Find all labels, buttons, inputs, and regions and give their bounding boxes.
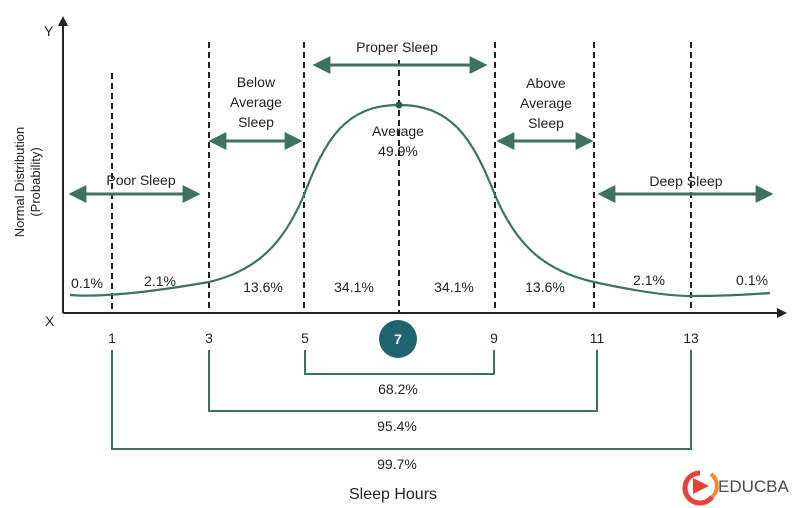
play-logo-icon [682, 470, 719, 506]
segment-pct: 13.6% [525, 279, 565, 295]
tick-label: 11 [590, 330, 605, 346]
interval-brackets [111, 350, 692, 450]
peak-marker [395, 101, 403, 109]
segment-pct: 34.1% [334, 279, 374, 295]
tick-label: 9 [490, 330, 498, 346]
average-label: Average [372, 123, 424, 139]
educba-logo: EDUCBA [682, 470, 790, 506]
x-axis-letter: X [45, 313, 55, 329]
sd-divider-lines [111, 42, 692, 313]
segment-percentages: 0.1% 2.1% 13.6% 34.1% 34.1% 13.6% 2.1% 0… [71, 272, 768, 295]
x-tick-labels: 1 3 5 7 9 11 13 [108, 320, 699, 358]
mean-circle [379, 320, 417, 358]
segment-pct: 0.1% [736, 272, 768, 288]
above-average-label-2: Average [520, 95, 572, 111]
deep-sleep-label: Deep Sleep [649, 173, 722, 189]
segment-pct: 13.6% [243, 279, 283, 295]
bracket-68 [304, 350, 495, 375]
x-axis-label: Sleep Hours [349, 486, 437, 503]
svg-text:Normal Distribution: Normal Distribution [12, 127, 27, 238]
bracket-99-label: 99.7% [377, 456, 417, 472]
interval-labels: 68.2% 95.4% 99.7% [377, 381, 418, 472]
average-value: 49.9% [378, 143, 418, 159]
category-labels: Poor Sleep Below Average Sleep Proper Sl… [106, 39, 722, 189]
segment-pct: 34.1% [434, 279, 474, 295]
bell-curve [69, 103, 771, 298]
tick-label: 3 [205, 330, 213, 346]
above-average-label-1: Above [526, 75, 566, 91]
logo-text: EDUCBA [718, 477, 790, 496]
tick-label: 13 [683, 330, 699, 346]
y-axis-letter: Y [44, 23, 54, 39]
category-arrows [68, 56, 774, 203]
axes: Y X Normal Distribution (Probability) [12, 16, 787, 329]
poor-sleep-label: Poor Sleep [106, 172, 175, 188]
mean-tick-label: 7 [394, 331, 402, 347]
above-average-label-3: Sleep [528, 115, 564, 131]
below-average-label-2: Average [230, 94, 282, 110]
y-axis-label: Normal Distribution (Probability) [12, 127, 43, 238]
proper-sleep-label: Proper Sleep [356, 39, 438, 55]
below-average-label-3: Sleep [238, 114, 274, 130]
tick-label: 1 [108, 330, 116, 346]
below-average-label-1: Below [237, 74, 276, 90]
bracket-95-label: 95.4% [377, 418, 417, 434]
svg-text:(Probability): (Probability) [28, 147, 43, 216]
bracket-68-label: 68.2% [378, 381, 418, 397]
segment-pct: 0.1% [71, 275, 103, 291]
bracket-99 [111, 350, 692, 450]
tick-label: 5 [301, 330, 309, 346]
bracket-95 [208, 350, 598, 412]
segment-pct: 2.1% [633, 272, 665, 288]
segment-pct: 2.1% [144, 273, 176, 289]
